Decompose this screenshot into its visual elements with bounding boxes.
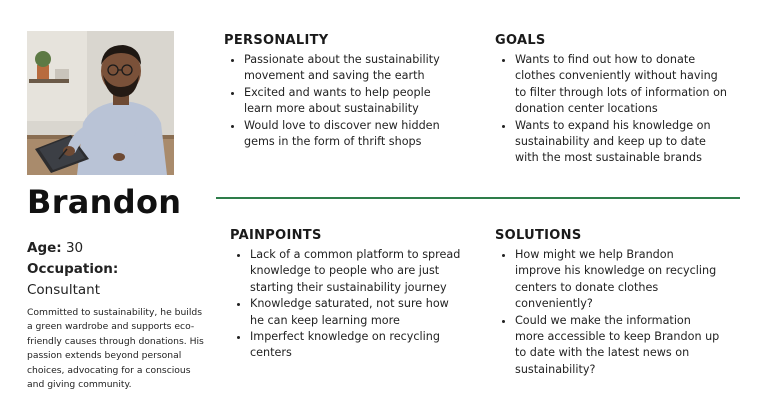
- list-item: Could we make the information more acces…: [515, 313, 723, 379]
- personality-section: PERSONALITY Passionate about the sustain…: [224, 33, 454, 150]
- solutions-section: SOLUTIONS How might we help Brandon impr…: [495, 228, 723, 378]
- occupation-line: Occupation:: [27, 261, 118, 277]
- painpoints-list: Lack of a common platform to spread know…: [230, 247, 464, 362]
- list-item: Passionate about the sustainability move…: [244, 52, 454, 85]
- age-line: Age: 30: [27, 240, 83, 256]
- goals-heading: GOALS: [495, 33, 546, 48]
- list-item: Wants to expand his knowledge on sustain…: [515, 118, 729, 167]
- list-item: Imperfect knowledge on recycling centers: [250, 329, 464, 362]
- age-value: 30: [65, 240, 84, 256]
- list-item: Wants to find out how to donate clothes …: [515, 52, 729, 118]
- solutions-heading: SOLUTIONS: [495, 228, 582, 243]
- persona-name: Brandon: [27, 183, 182, 221]
- section-divider: [216, 197, 740, 199]
- goals-section: GOALS Wants to find out how to donate cl…: [495, 33, 729, 167]
- list-item: Would love to discover new hidden gems i…: [244, 118, 454, 151]
- goals-list: Wants to find out how to donate clothes …: [495, 52, 729, 167]
- occupation-label: Occupation:: [27, 261, 119, 277]
- list-item: Knowledge saturated, not sure how he can…: [250, 296, 464, 329]
- person-illustration: [27, 31, 174, 175]
- solutions-list: How might we help Brandon improve his kn…: [495, 247, 723, 378]
- painpoints-heading: PAINPOINTS: [230, 228, 322, 243]
- list-item: Lack of a common platform to spread know…: [250, 247, 464, 296]
- list-item: Excited and wants to help people learn m…: [244, 85, 454, 118]
- occupation-value: Consultant: [27, 282, 100, 298]
- personality-heading: PERSONALITY: [224, 33, 329, 48]
- profile-photo: [27, 31, 174, 175]
- painpoints-section: PAINPOINTS Lack of a common platform to …: [230, 228, 464, 362]
- persona-bio: Committed to sustainability, he builds a…: [27, 307, 204, 391]
- list-item: How might we help Brandon improve his kn…: [515, 247, 723, 313]
- age-label: Age:: [27, 240, 62, 256]
- personality-list: Passionate about the sustainability move…: [224, 52, 454, 150]
